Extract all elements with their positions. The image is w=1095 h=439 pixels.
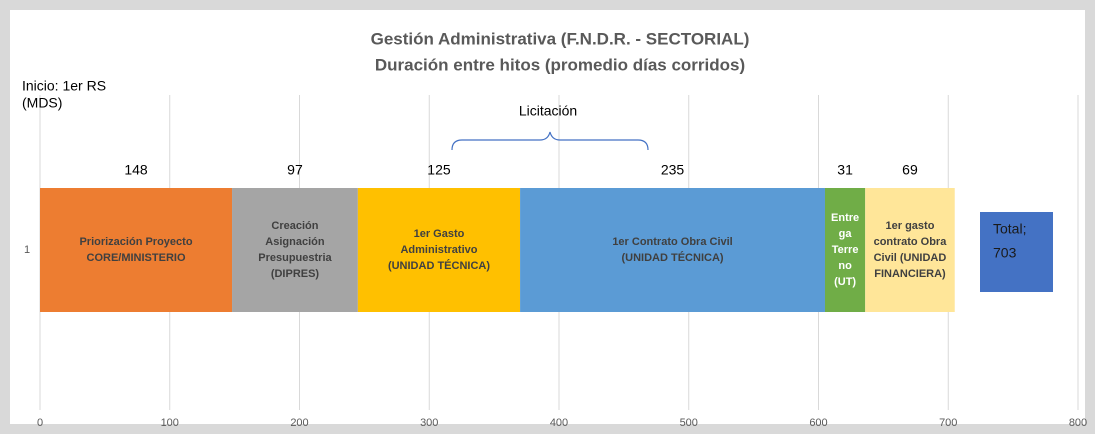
chart-title: Duración entre hitos (promedio días corr…: [375, 55, 745, 74]
data-label: 235: [661, 162, 685, 178]
segment-label: (DIPRES): [271, 268, 320, 280]
segment-label: FINANCIERA): [874, 268, 946, 280]
total-label: Total;: [993, 221, 1026, 237]
x-tick-label: 0: [37, 417, 43, 429]
x-tick-label: 500: [680, 417, 698, 429]
segment-label: 1er Contrato Obra Civil: [612, 236, 732, 248]
annotation: (MDS): [22, 95, 62, 111]
segment-label: Terre: [832, 244, 859, 256]
x-tick-label: 800: [1069, 417, 1087, 429]
bar-segment: [824, 188, 866, 312]
data-label: 148: [124, 162, 148, 178]
x-tick-label: 100: [161, 417, 179, 429]
bar-segment: [357, 188, 521, 312]
bar-segment: [520, 188, 825, 312]
annotation: Inicio: 1er RS: [22, 78, 106, 94]
bar-segment: [865, 188, 955, 312]
chart-title: Gestión Administrativa (F.N.D.R. - SECTO…: [371, 29, 750, 48]
data-label: 69: [902, 162, 918, 178]
data-label: 31: [837, 162, 853, 178]
segment-label: Administrativo: [400, 244, 477, 256]
segment-label: ga: [839, 228, 853, 240]
segment-label: (UNIDAD TÉCNICA): [388, 259, 490, 272]
total-label: 703: [993, 245, 1017, 261]
bar-segment: [232, 188, 358, 312]
data-label: 125: [427, 162, 451, 178]
segment-label: Presupuestria: [258, 252, 332, 264]
x-tick-label: 200: [290, 417, 308, 429]
segment-label: (UNIDAD TÉCNICA): [622, 251, 724, 264]
segment-label: 1er gasto: [886, 220, 935, 232]
x-tick-label: 600: [809, 417, 827, 429]
bracket: [451, 131, 649, 151]
data-label: 97: [287, 162, 303, 178]
segment-label: Asignación: [265, 236, 325, 248]
annotation: Licitación: [519, 103, 577, 119]
segment-label: (UT): [834, 276, 856, 288]
segment-label: Entre: [831, 212, 859, 224]
segment-label: no: [838, 260, 852, 272]
segment-label: Creación: [271, 220, 318, 232]
segment-label: Priorización Proyecto: [79, 236, 192, 248]
segment-label: CORE/MINISTERIO: [87, 252, 186, 264]
y-tick-label: 1: [24, 244, 30, 256]
bar-segment: [40, 188, 233, 312]
segment-label: Civil (UNIDAD: [874, 252, 947, 264]
x-tick-label: 700: [939, 417, 957, 429]
segment-label: 1er Gasto: [414, 228, 465, 240]
x-tick-label: 400: [550, 417, 568, 429]
total-box: [980, 212, 1053, 292]
x-tick-label: 300: [420, 417, 438, 429]
segment-label: contrato Obra: [874, 236, 948, 248]
